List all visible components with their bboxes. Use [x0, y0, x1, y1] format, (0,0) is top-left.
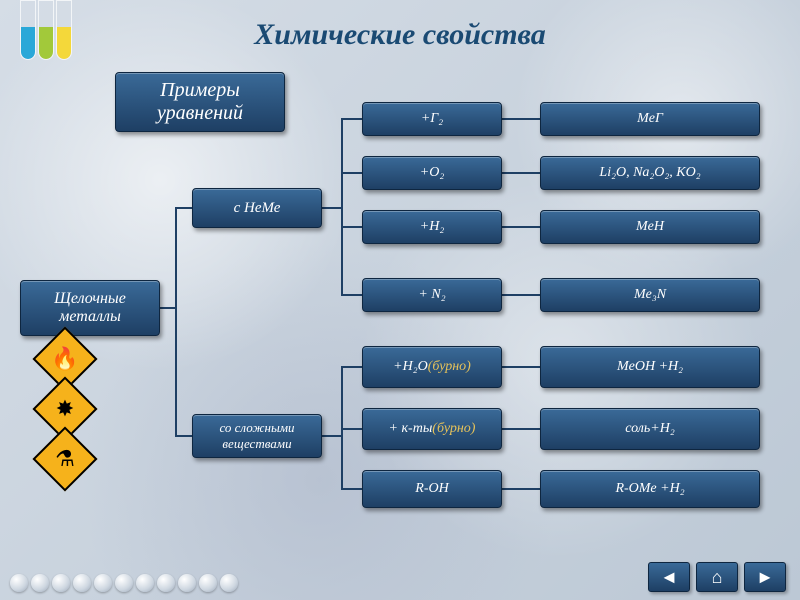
- node-r4: Me₃N: [540, 278, 760, 312]
- node-m1: +Г₂: [362, 102, 502, 136]
- node-r3: MeH: [540, 210, 760, 244]
- node-root: Щелочные металлы: [20, 280, 160, 336]
- nav-prev-button[interactable]: ◄: [648, 562, 690, 592]
- node-m6: + к-ты(бурно): [362, 408, 502, 450]
- page-title: Химические свойства: [0, 18, 800, 52]
- node-m3: +H₂: [362, 210, 502, 244]
- node-cat2: со сложными веществами: [192, 414, 322, 458]
- node-m2: +O₂: [362, 156, 502, 190]
- nav-next-button[interactable]: ►: [744, 562, 786, 592]
- hazard-corrosive-icon: ⚗: [32, 426, 97, 491]
- node-r5: MeOH +H₂: [540, 346, 760, 388]
- node-r7: R-OMe +H₂: [540, 470, 760, 508]
- node-m4: + N₂: [362, 278, 502, 312]
- node-examples[interactable]: Примеры уравнений: [115, 72, 285, 132]
- node-m7: R-OH: [362, 470, 502, 508]
- node-r1: MeГ: [540, 102, 760, 136]
- node-r6: соль+H₂: [540, 408, 760, 450]
- node-m5: +H₂O(бурно): [362, 346, 502, 388]
- node-cat1: с НеМе: [192, 188, 322, 228]
- nav-buttons: ◄ ⌂ ►: [648, 562, 786, 592]
- pearl-decoration: [10, 574, 238, 592]
- nav-home-button[interactable]: ⌂: [696, 562, 738, 592]
- node-r2: Li₂O, Na₂O₂, KO₂: [540, 156, 760, 190]
- hazard-icons: 🔥 ✸ ⚗: [42, 336, 88, 482]
